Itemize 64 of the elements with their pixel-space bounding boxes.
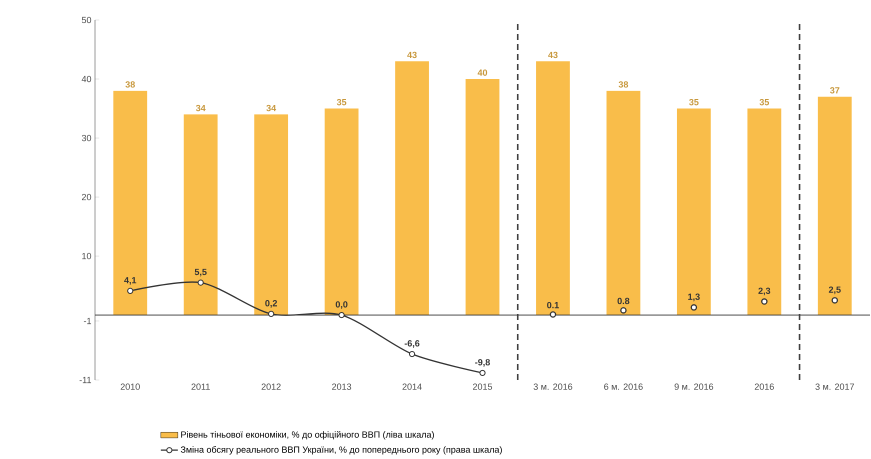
data-label: 2,5 bbox=[828, 286, 841, 294]
point bbox=[408, 350, 416, 358]
x-tick-label: 3 м. 2017 bbox=[815, 384, 854, 390]
point bbox=[127, 288, 134, 294]
data-label: 35 bbox=[689, 98, 699, 106]
bar bbox=[536, 61, 570, 316]
y-tick-label: 30 bbox=[82, 134, 92, 142]
y-tick-label: -11 bbox=[80, 376, 92, 384]
data-label: -9,8 bbox=[475, 359, 490, 367]
data-label: -6,6 bbox=[404, 340, 420, 348]
point bbox=[690, 304, 698, 311]
bar bbox=[184, 114, 218, 316]
bar bbox=[466, 79, 500, 316]
data-label: 37 bbox=[830, 87, 840, 94]
x-tick-label: 2010 bbox=[120, 384, 140, 390]
point bbox=[761, 298, 768, 305]
bar bbox=[606, 90, 640, 316]
data-label: 34 bbox=[266, 104, 276, 112]
point bbox=[620, 307, 627, 314]
bar bbox=[747, 108, 782, 316]
data-label: 5,5 bbox=[194, 268, 207, 276]
bar bbox=[676, 108, 711, 316]
bar bbox=[113, 90, 148, 316]
point bbox=[198, 280, 204, 286]
data-label: 35 bbox=[760, 98, 770, 106]
data-label: 38 bbox=[125, 81, 135, 88]
bar bbox=[254, 114, 288, 316]
point bbox=[550, 311, 556, 318]
y-tick-label: 50 bbox=[82, 16, 92, 24]
data-label: 0,0 bbox=[336, 301, 348, 309]
x-tick-label: 2014 bbox=[402, 384, 422, 390]
point bbox=[479, 370, 486, 376]
data-label: 4,1 bbox=[124, 277, 136, 285]
data-label: 0,2 bbox=[265, 300, 278, 308]
x-tick-label: 3 м. 2016 bbox=[534, 384, 572, 390]
bar bbox=[818, 96, 852, 316]
x-tick-label: 2012 bbox=[262, 384, 281, 390]
x-tick-label: 2015 bbox=[472, 384, 492, 390]
point bbox=[268, 310, 274, 317]
point bbox=[338, 312, 345, 318]
bar bbox=[395, 61, 429, 316]
data-label: 43 bbox=[407, 52, 417, 58]
data-label: 40 bbox=[478, 69, 488, 76]
data-label: 0.1 bbox=[547, 302, 559, 308]
x-tick-label: 2013 bbox=[332, 384, 352, 390]
y-tick-label: 20 bbox=[82, 194, 92, 200]
data-label: 38 bbox=[618, 81, 628, 88]
x-tick-label: 6 м. 2016 bbox=[604, 384, 643, 390]
y-tick-label: 10 bbox=[82, 252, 92, 260]
bar bbox=[324, 108, 359, 316]
data-label: 2,3 bbox=[758, 288, 770, 296]
data-label: 1,3 bbox=[688, 294, 700, 302]
data-label: 0.8 bbox=[618, 298, 630, 304]
point bbox=[832, 297, 838, 304]
legend-label: Зміна обсягу реального ВВП України, % до попереднього року (права шкала) bbox=[180, 446, 502, 455]
y-tick-label: 40 bbox=[82, 76, 92, 82]
x-tick-label: 2016 bbox=[754, 384, 774, 390]
legend-label: Рівень тіньової економіки, % до офіційного ВВП (ліва шкала) bbox=[181, 430, 434, 440]
data-label: 35 bbox=[336, 98, 346, 106]
data-label: 43 bbox=[548, 52, 558, 58]
x-tick-label: 9 м. 2016 bbox=[674, 384, 714, 390]
x-tick-label: 2011 bbox=[191, 384, 210, 390]
y-tick-label: -1 bbox=[84, 318, 92, 324]
data-label: 34 bbox=[196, 104, 206, 112]
